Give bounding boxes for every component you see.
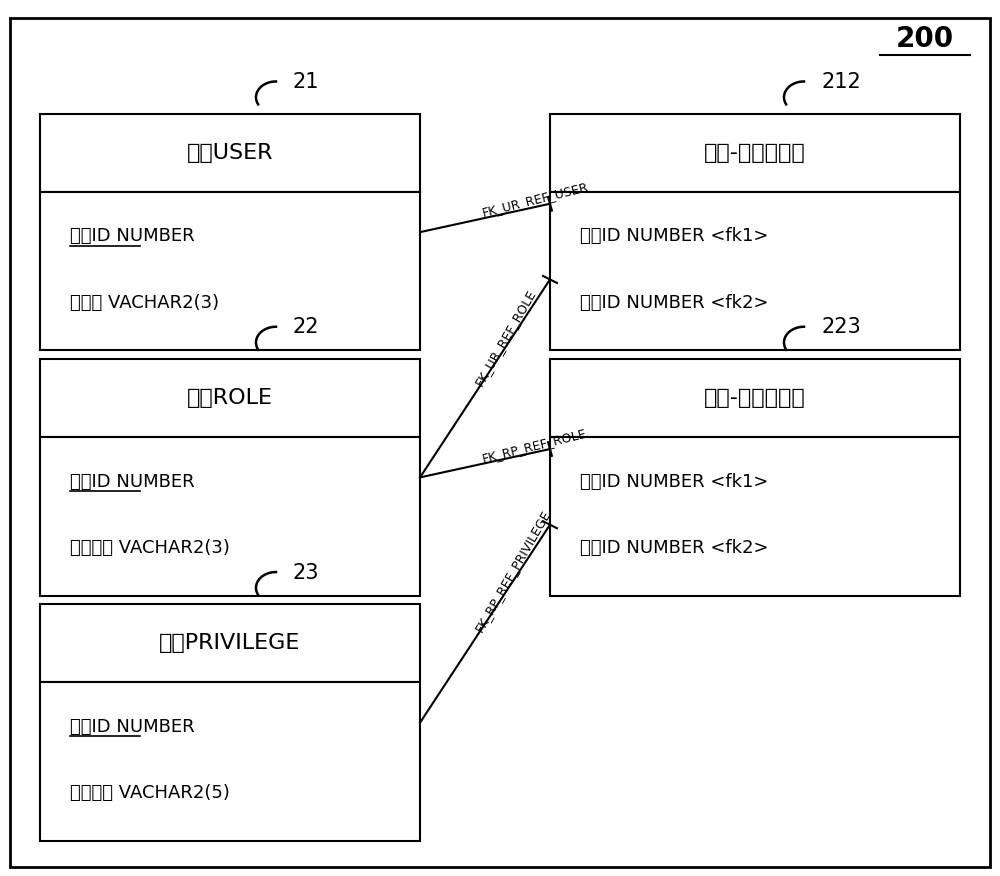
Text: 角色ROLE: 角色ROLE: [187, 388, 273, 408]
Text: 权限PRIVILEGE: 权限PRIVILEGE: [159, 633, 301, 653]
Text: 角色ID NUMBER: 角色ID NUMBER: [70, 472, 195, 491]
Text: 角色ID NUMBER <fk1>: 角色ID NUMBER <fk1>: [580, 472, 768, 491]
Bar: [40, 192, 420, 350]
Text: 212: 212: [821, 72, 861, 92]
Text: 21: 21: [293, 72, 320, 92]
Text: 角色ID NUMBER <fk2>: 角色ID NUMBER <fk2>: [580, 293, 769, 312]
Text: 角色-权限关联表: 角色-权限关联表: [704, 388, 806, 408]
Text: 用户ID NUMBER: 用户ID NUMBER: [70, 227, 195, 245]
Text: 权限ID NUMBER: 权限ID NUMBER: [70, 717, 195, 736]
Text: FK_UR_REF_ROLE: FK_UR_REF_ROLE: [472, 287, 538, 388]
Bar: [550, 437, 960, 596]
Bar: [40, 359, 420, 437]
Text: FK_UR_REF_USER: FK_UR_REF_USER: [480, 180, 590, 219]
Text: 200: 200: [896, 25, 954, 53]
Bar: [550, 114, 960, 192]
Text: 用户USER: 用户USER: [187, 143, 273, 163]
Text: 23: 23: [293, 562, 320, 583]
Bar: [40, 604, 420, 682]
Text: 22: 22: [293, 317, 320, 337]
Bar: [40, 114, 420, 192]
Bar: [40, 437, 420, 596]
Bar: [550, 192, 960, 350]
Text: 用户ID NUMBER <fk1>: 用户ID NUMBER <fk1>: [580, 227, 768, 245]
Text: 用户名 VACHAR2(3): 用户名 VACHAR2(3): [70, 293, 219, 312]
Text: 用户-角色关联表: 用户-角色关联表: [704, 143, 806, 163]
Text: 角色标识 VACHAR2(3): 角色标识 VACHAR2(3): [70, 539, 230, 557]
Bar: [550, 359, 960, 437]
Bar: [40, 682, 420, 841]
Text: 权限标识 VACHAR2(5): 权限标识 VACHAR2(5): [70, 784, 230, 802]
Text: FK_RP_REF_PRIVILEGE: FK_RP_REF_PRIVILEGE: [472, 507, 553, 633]
Text: 223: 223: [821, 317, 861, 337]
Text: 权限ID NUMBER <fk2>: 权限ID NUMBER <fk2>: [580, 539, 769, 557]
Text: FK_RP_REF_ROLE: FK_RP_REF_ROLE: [480, 426, 588, 464]
